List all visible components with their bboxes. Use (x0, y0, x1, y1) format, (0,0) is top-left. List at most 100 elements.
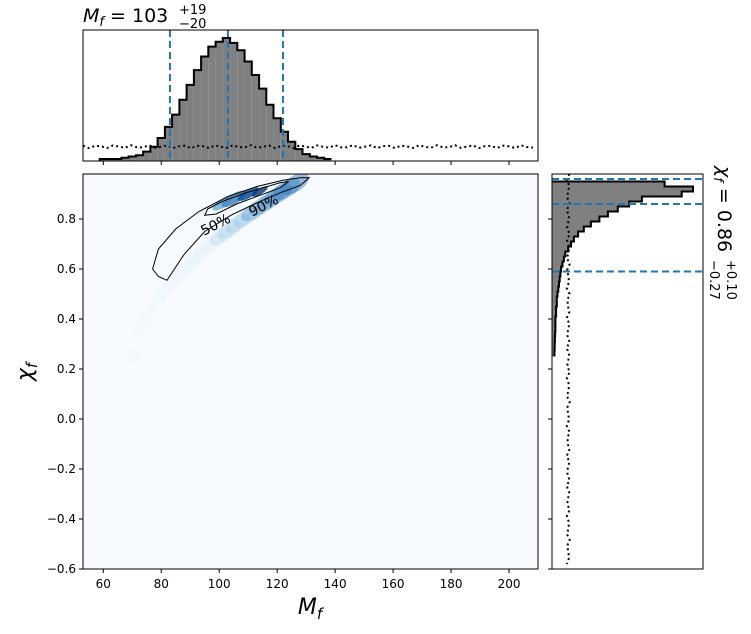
top-hist-bar (157, 138, 165, 161)
top-hist-bar (164, 126, 173, 161)
heatmap-cell (248, 195, 276, 216)
right-hist-bar (552, 261, 563, 267)
right-hist-bar (552, 336, 555, 342)
heatmap-cell (123, 349, 142, 364)
heatmap-cell (212, 197, 232, 211)
top-hist-bar (143, 151, 151, 161)
right-hist-bar (552, 241, 572, 247)
x-axis-label: Mf (298, 595, 325, 623)
right-hist-bar (552, 351, 555, 357)
top-prior-line (83, 144, 534, 150)
right-hist-bar (552, 276, 560, 282)
top-hist-bar (288, 141, 296, 161)
right-hist-bar (552, 266, 562, 272)
heatmap-cell (131, 320, 150, 336)
top-hist-bar (201, 56, 209, 161)
svg-text:χf = 0.86: χf = 0.86 (710, 165, 735, 252)
top-hist-bar (317, 157, 325, 161)
right-hist-bar (552, 216, 600, 222)
right-hist-bar (552, 196, 642, 202)
right-hist-bar (552, 271, 561, 277)
heatmap-cell (272, 178, 301, 200)
right-hist-bar (552, 246, 569, 252)
right-hist-bar (552, 286, 559, 292)
right-hist-bar (552, 181, 665, 187)
top-hist-bar (150, 146, 158, 161)
top-hist-bar (193, 70, 202, 161)
right-prior-line (565, 174, 571, 565)
top-hist-bar (273, 118, 281, 161)
top-hist-bar (230, 42, 238, 161)
top-hist-bar (179, 99, 187, 161)
y-tick-label: 0.8 (57, 212, 76, 226)
x-tick-label: 180 (440, 577, 463, 591)
right-hist-bar (552, 296, 557, 302)
top-hist-bar (251, 75, 260, 161)
contour-90 (152, 177, 311, 281)
top-hist-bar (172, 114, 180, 161)
y-tick-label: 0.2 (57, 362, 76, 376)
right-hist-bar (552, 326, 556, 332)
top-hist-bar (302, 154, 310, 161)
heatmap-cell (193, 240, 217, 259)
x-tick-label: 200 (498, 577, 521, 591)
top-hist-bar (259, 88, 267, 161)
top-hist-bar (121, 157, 129, 161)
joint-panel-frame (82, 173, 539, 570)
right-marginal-frame (551, 173, 704, 570)
y-tick-label: −0.4 (47, 512, 76, 526)
top-hist-bar (295, 149, 303, 161)
heatmap-cell (280, 174, 309, 195)
right-hist-bar (552, 291, 558, 297)
right-hist-bar (552, 226, 584, 232)
right-hist-bar (552, 341, 555, 347)
heatmap-cell (225, 213, 251, 233)
heatmap-cell (241, 201, 267, 222)
y-axis-label: χf (13, 360, 41, 382)
top-marginal-title: Mf = 103 (83, 5, 168, 30)
top-marginal-title-sub: −20 (179, 17, 206, 32)
contour-50 (203, 181, 290, 216)
top-hist-bar (244, 61, 252, 161)
right-hist-bar (552, 331, 556, 337)
right-hist-bar (552, 206, 618, 212)
y-tick-label: 0.4 (57, 312, 76, 326)
top-hist-bar (266, 104, 274, 161)
top-hist-bar (215, 41, 223, 161)
heatmap-cell (201, 233, 226, 252)
svg-text:−0.27: −0.27 (706, 260, 721, 300)
top-hist-bar (222, 38, 231, 161)
x-tick-label: 140 (324, 577, 347, 591)
heatmap-cell (217, 220, 242, 239)
right-hist-bar (552, 191, 682, 197)
right-hist-bar (552, 321, 556, 327)
right-hist-bar (552, 306, 557, 312)
right-hist-bar (552, 231, 579, 237)
heatmap-cell (178, 256, 200, 274)
y-tick-label: 0.6 (57, 262, 76, 276)
right-hist-bar (552, 256, 564, 262)
heatmap-cell (264, 184, 293, 206)
right-hist-bar (552, 301, 557, 307)
heatmap-cell (251, 186, 268, 197)
right-hist-bar (552, 236, 574, 242)
right-hist-bar (552, 221, 591, 227)
right-hist-bar (552, 251, 566, 257)
top-hist-bar (135, 155, 144, 161)
heatmap-cell (233, 207, 259, 228)
heatmap-cell (138, 305, 159, 321)
x-tick-label: 60 (96, 577, 111, 591)
joint-panel-background (83, 174, 538, 569)
right-marginal-panel (548, 173, 704, 570)
right-hist-bar (552, 211, 608, 217)
right-hist-bar (552, 311, 557, 317)
top-hist-outline (98, 37, 332, 161)
right-hist-bar (552, 316, 556, 322)
heatmap-cell (170, 264, 192, 282)
x-tick-label: 120 (266, 577, 289, 591)
top-hist-bar (186, 84, 194, 161)
top-marginal-title-sup: +19 (179, 3, 206, 18)
right-hist-bar (552, 346, 555, 352)
top-hist-bar (237, 50, 245, 161)
